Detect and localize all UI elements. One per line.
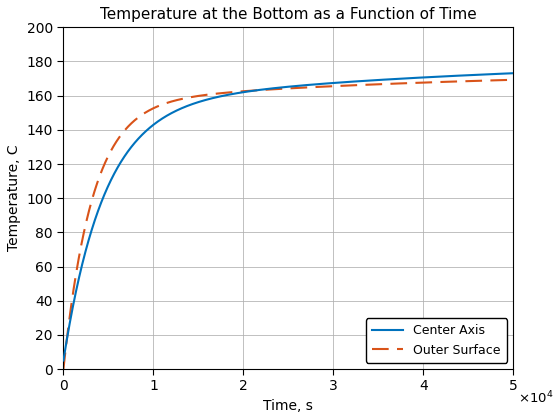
Center Axis	[232, 91, 239, 96]
Center Axis	[111, 170, 118, 175]
Outer Surface	[501, 78, 508, 83]
Outer Surface	[111, 142, 118, 147]
Outer Surface	[252, 88, 259, 93]
X-axis label: Time, s: Time, s	[263, 399, 313, 413]
Line: Center Axis: Center Axis	[63, 73, 514, 360]
Center Axis	[60, 358, 67, 363]
Text: $\times10^4$: $\times10^4$	[518, 390, 553, 406]
Outer Surface	[232, 89, 239, 94]
Center Axis	[252, 88, 259, 93]
Outer Surface	[452, 79, 459, 84]
Outer Surface	[510, 77, 517, 82]
Outer Surface	[60, 367, 67, 372]
Y-axis label: Temperature, C: Temperature, C	[7, 145, 21, 252]
Center Axis	[510, 71, 517, 76]
Title: Temperature at the Bottom as a Function of Time: Temperature at the Bottom as a Function …	[100, 7, 477, 22]
Center Axis	[452, 73, 459, 78]
Center Axis	[138, 133, 145, 138]
Line: Outer Surface: Outer Surface	[63, 80, 514, 369]
Center Axis	[501, 71, 508, 76]
Legend: Center Axis, Outer Surface: Center Axis, Outer Surface	[366, 318, 507, 363]
Outer Surface	[138, 113, 145, 118]
